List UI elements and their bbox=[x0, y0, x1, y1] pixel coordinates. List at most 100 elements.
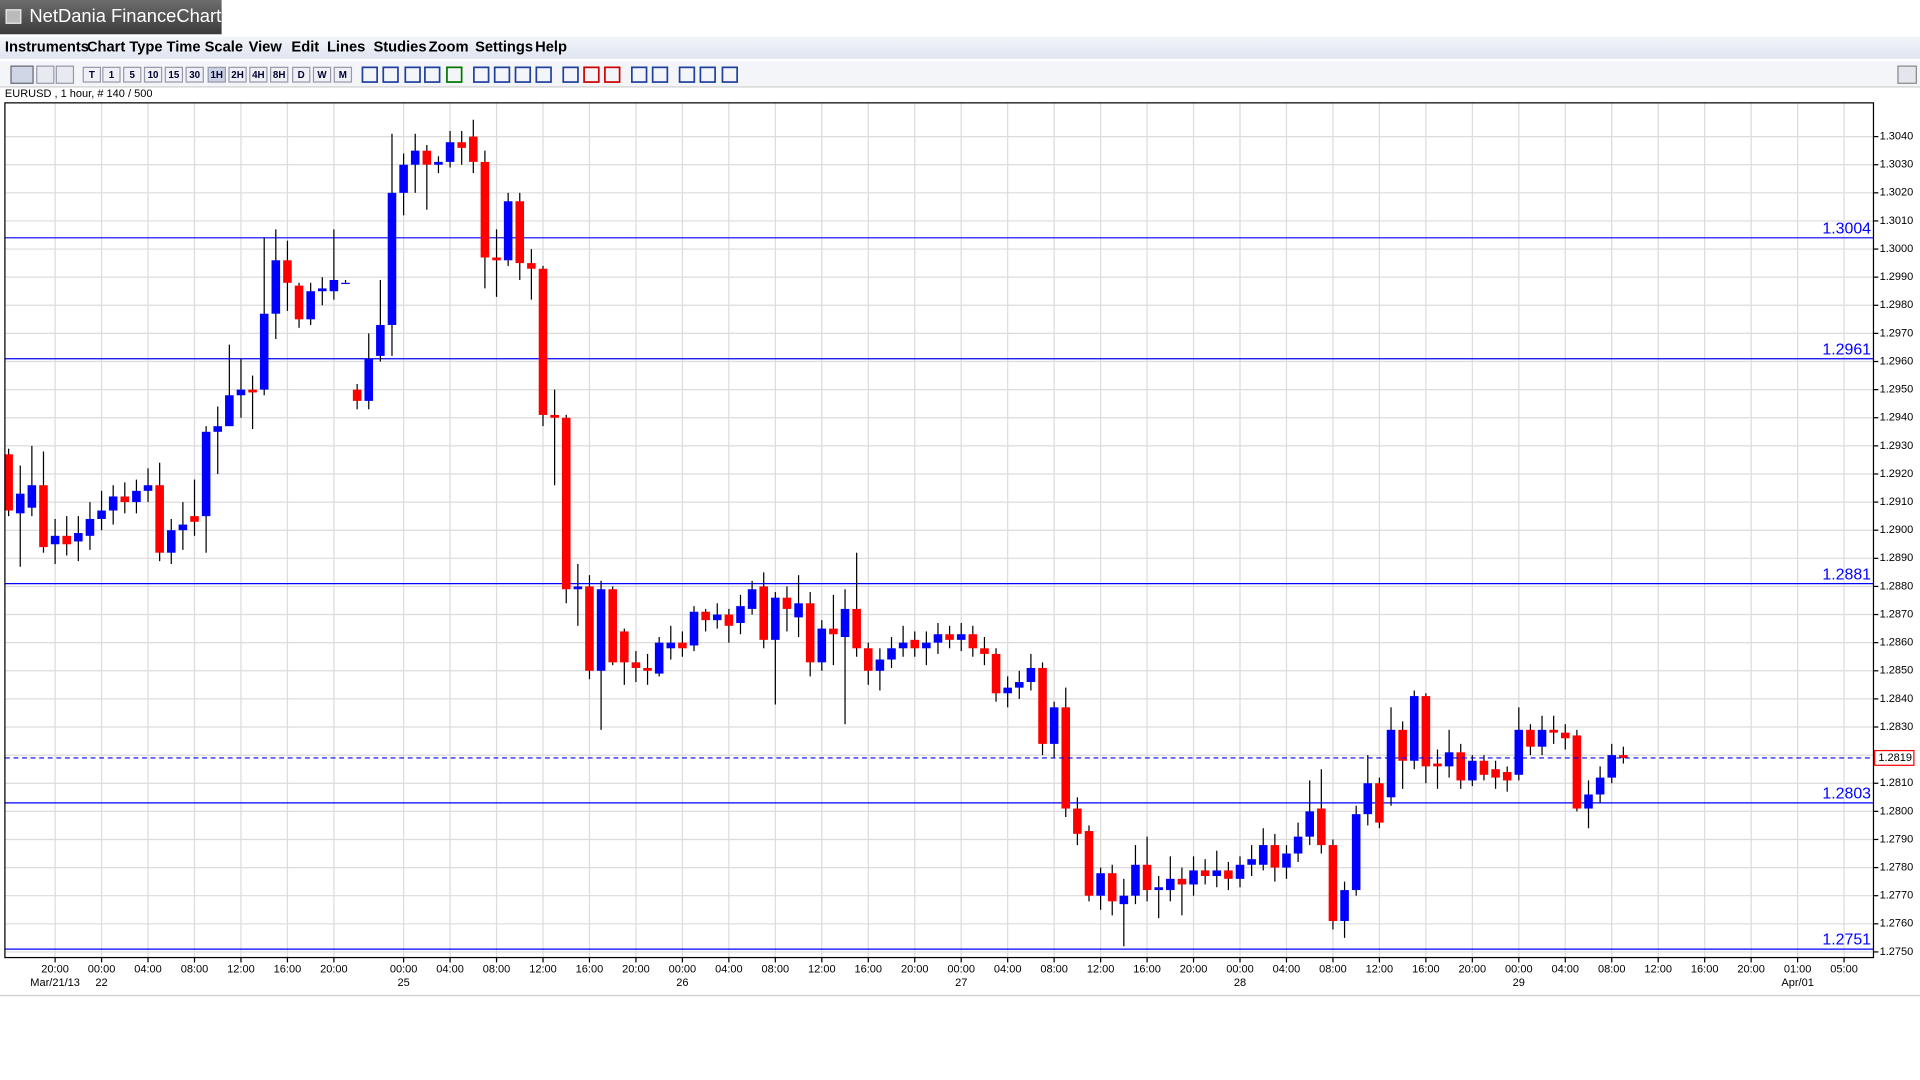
candle-body bbox=[1305, 811, 1314, 837]
toolbar-label[interactable]: T bbox=[89, 70, 95, 81]
toolbar-icon[interactable] bbox=[424, 66, 441, 83]
toolbar-button[interactable] bbox=[143, 66, 163, 83]
candle-body bbox=[1189, 870, 1198, 885]
candle-body bbox=[1468, 760, 1477, 781]
x-tick-label: 00:00 bbox=[669, 964, 697, 976]
panel-button[interactable] bbox=[1897, 65, 1917, 84]
menu-item[interactable]: Lines bbox=[327, 40, 365, 56]
toolbar-icon[interactable] bbox=[446, 66, 463, 83]
toolbar-button[interactable] bbox=[333, 66, 353, 83]
y-tick-label: 1.2950 bbox=[1880, 384, 1914, 396]
candle-body bbox=[538, 268, 548, 415]
candle-body bbox=[805, 603, 815, 663]
candle-body bbox=[1084, 831, 1094, 896]
candle-body bbox=[201, 431, 211, 517]
menu-item[interactable]: Studies bbox=[373, 40, 426, 56]
toolbar-label[interactable]: 2H bbox=[231, 70, 244, 81]
toolbar-button[interactable] bbox=[249, 66, 268, 83]
menu-item[interactable]: Time Scale bbox=[167, 40, 243, 56]
toolbar-icon[interactable] bbox=[721, 66, 738, 83]
toolbar-label[interactable]: 5 bbox=[130, 70, 136, 81]
menu-item[interactable]: Chart Type bbox=[87, 40, 163, 56]
toolbar-icon[interactable] bbox=[604, 66, 621, 83]
candle-body bbox=[991, 653, 1001, 694]
toolbar-icon[interactable] bbox=[583, 66, 600, 83]
toolbar-button[interactable] bbox=[164, 66, 184, 83]
candle-body bbox=[1444, 752, 1454, 767]
toolbar-icon[interactable] bbox=[535, 66, 552, 83]
toolbar-button[interactable] bbox=[10, 65, 34, 84]
toolbar-button[interactable] bbox=[82, 66, 102, 83]
toolbar-icon[interactable] bbox=[361, 66, 378, 83]
toolbar-label[interactable]: 1 bbox=[109, 70, 115, 81]
y-tick-label: 1.2850 bbox=[1880, 665, 1914, 677]
toolbar-icon[interactable] bbox=[382, 66, 399, 83]
x-date-label: 29 bbox=[1513, 977, 1525, 989]
x-tick-label: 20:00 bbox=[622, 964, 650, 976]
candle-body bbox=[15, 493, 25, 514]
toolbar-icon[interactable] bbox=[493, 66, 511, 83]
toolbar-icon[interactable] bbox=[699, 66, 716, 83]
menu-item[interactable]: Edit bbox=[291, 40, 319, 56]
toolbar-button[interactable] bbox=[102, 66, 121, 83]
x-tick-label: 08:00 bbox=[762, 964, 790, 976]
x-tick-label: 04:00 bbox=[715, 964, 743, 976]
candle-body bbox=[596, 589, 606, 671]
candle-body bbox=[27, 485, 37, 508]
toolbar-icon[interactable] bbox=[651, 66, 669, 83]
toolbar-button[interactable] bbox=[312, 66, 332, 83]
toolbar-label[interactable]: D bbox=[298, 70, 305, 81]
toolbar-label[interactable]: 15 bbox=[168, 70, 179, 81]
toolbar-button[interactable] bbox=[55, 65, 75, 84]
candle-body bbox=[1317, 808, 1326, 846]
y-tick-label: 1.2930 bbox=[1880, 440, 1914, 452]
menu-item[interactable]: Instruments bbox=[5, 40, 89, 56]
toolbar-label[interactable]: 10 bbox=[148, 70, 159, 81]
candle-body bbox=[910, 639, 920, 649]
toolbar-icon[interactable] bbox=[473, 66, 490, 83]
toolbar-button[interactable] bbox=[292, 66, 311, 83]
toolbar-icon[interactable] bbox=[562, 66, 579, 83]
toolbar-button[interactable] bbox=[36, 65, 55, 84]
toolbar-button[interactable] bbox=[207, 66, 226, 83]
x-tick-label: 16:00 bbox=[274, 964, 302, 976]
candle-body bbox=[887, 648, 896, 660]
toolbar-icon[interactable] bbox=[678, 66, 696, 83]
y-tick-label: 1.2840 bbox=[1880, 693, 1914, 705]
plot-area: 1.2750 1.2760 1.2770 1.2780 1.2790 1.2800 1.28… bbox=[0, 102, 1920, 997]
y-tick-label: 1.2860 bbox=[1880, 637, 1914, 649]
candle-body bbox=[39, 485, 48, 548]
menu-item[interactable]: View bbox=[249, 40, 283, 56]
toolbar-icon[interactable] bbox=[404, 66, 421, 83]
menu-item[interactable]: Settings bbox=[475, 40, 533, 56]
candle-body bbox=[1526, 729, 1535, 747]
candle-body bbox=[1154, 887, 1163, 891]
menu-item[interactable]: Zoom bbox=[429, 40, 469, 56]
candle-body bbox=[155, 485, 164, 553]
candle-body bbox=[945, 634, 954, 640]
toolbar-label[interactable]: 8H bbox=[273, 70, 286, 81]
y-tick-label: 1.2900 bbox=[1880, 524, 1914, 536]
toolbar-label[interactable]: 1H bbox=[210, 70, 223, 81]
x-tick-label: 12:00 bbox=[808, 964, 836, 976]
candle-body bbox=[747, 589, 757, 609]
x-tick-label: 08:00 bbox=[483, 964, 511, 976]
toolbar-button[interactable] bbox=[228, 66, 247, 83]
toolbar-button[interactable] bbox=[123, 66, 142, 83]
toolbar-label[interactable]: W bbox=[317, 70, 327, 81]
candle-body bbox=[1107, 873, 1117, 902]
candle-body bbox=[1166, 878, 1175, 891]
menu-item[interactable]: Help bbox=[535, 40, 567, 56]
x-tick-label: 04:00 bbox=[134, 964, 162, 976]
toolbar-label[interactable]: M bbox=[339, 70, 347, 81]
toolbar-icon[interactable] bbox=[630, 66, 648, 83]
toolbar-label[interactable]: 30 bbox=[189, 70, 200, 81]
toolbar-button[interactable] bbox=[185, 66, 204, 83]
x-tick-label: 12:00 bbox=[1644, 964, 1672, 976]
x-tick-label: 20:00 bbox=[1180, 964, 1208, 976]
toolbar-button[interactable] bbox=[270, 66, 289, 83]
toolbar-icon[interactable] bbox=[514, 66, 532, 83]
toolbar-label[interactable]: 4H bbox=[252, 70, 265, 81]
